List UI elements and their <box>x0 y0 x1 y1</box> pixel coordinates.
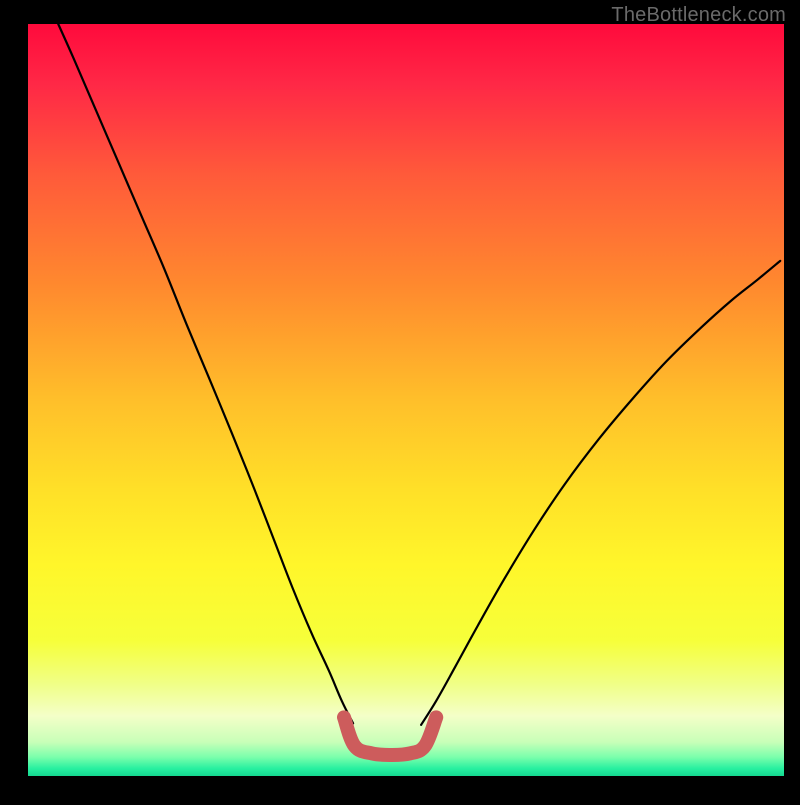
watermark-label: TheBottleneck.com <box>611 4 786 27</box>
plot-background <box>28 24 784 776</box>
bottleneck-curve-chart <box>0 0 800 800</box>
chart-canvas: TheBottleneck.com <box>0 0 800 800</box>
